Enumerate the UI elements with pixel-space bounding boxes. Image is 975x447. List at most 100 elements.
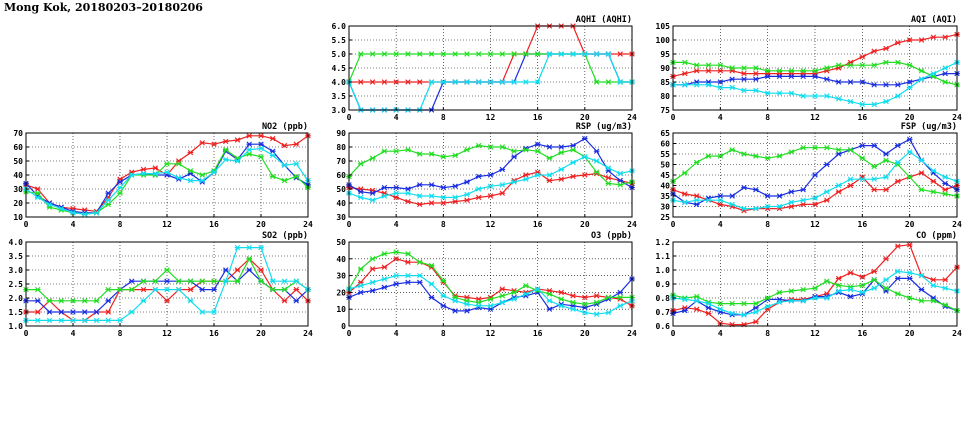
data-point-blue bbox=[546, 144, 553, 150]
data-point-red bbox=[440, 200, 447, 206]
data-point-green bbox=[741, 65, 747, 71]
data-point-cyan bbox=[741, 87, 747, 94]
data-point-green bbox=[593, 79, 600, 85]
x-tick-label: 16 bbox=[533, 220, 543, 229]
x-tick-label: 8 bbox=[441, 220, 446, 229]
data-point-blue bbox=[812, 73, 818, 80]
x-tick-label: 0 bbox=[347, 329, 352, 338]
data-point-cyan bbox=[558, 303, 565, 309]
data-point-red bbox=[895, 243, 901, 249]
data-point-blue bbox=[906, 79, 913, 85]
x-tick-label: 4 bbox=[394, 220, 399, 229]
data-point-green bbox=[428, 262, 435, 269]
data-point-cyan bbox=[93, 317, 100, 324]
data-point-green bbox=[357, 266, 364, 272]
data-point-green bbox=[405, 251, 411, 257]
x-tick-label: 4 bbox=[718, 329, 723, 338]
data-point-red bbox=[942, 34, 948, 40]
x-tick-label: 16 bbox=[858, 113, 868, 122]
data-point-blue bbox=[859, 79, 866, 85]
data-point-cyan bbox=[582, 309, 588, 316]
data-point-cyan bbox=[717, 306, 724, 312]
data-point-green bbox=[800, 286, 806, 293]
data-point-red bbox=[788, 203, 795, 210]
o3-chart: 0 4 8 12 16 20 24 0 10 20 30 40 50 O3 (ppb) bbox=[336, 231, 637, 338]
data-point-green bbox=[705, 62, 712, 68]
data-point-cyan bbox=[883, 174, 889, 180]
data-point-cyan bbox=[117, 184, 123, 191]
data-point-cyan bbox=[357, 194, 364, 201]
data-point-green bbox=[164, 161, 170, 167]
data-point-green bbox=[199, 278, 206, 284]
x-tick-label: 24 bbox=[627, 220, 637, 229]
data-point-green bbox=[58, 298, 65, 304]
data-point-blue bbox=[847, 79, 854, 85]
data-point-green bbox=[558, 296, 565, 302]
data-point-blue bbox=[800, 73, 806, 80]
data-point-green bbox=[918, 68, 925, 74]
data-point-cyan bbox=[140, 170, 147, 177]
y-tick-label: 105 bbox=[656, 22, 671, 31]
data-point-green bbox=[34, 286, 41, 293]
aqi-chart-title: AQI (AQI) bbox=[911, 15, 957, 25]
data-point-green bbox=[464, 147, 470, 153]
data-point-cyan bbox=[753, 87, 759, 94]
data-point-green bbox=[440, 51, 447, 57]
data-point-red bbox=[859, 54, 866, 60]
x-tick-label: 8 bbox=[765, 113, 770, 122]
data-point-cyan bbox=[381, 193, 388, 199]
y-tick-label: 40 bbox=[13, 171, 23, 180]
x-tick-label: 12 bbox=[486, 220, 496, 229]
data-point-green bbox=[824, 278, 830, 284]
data-point-red bbox=[582, 294, 588, 301]
x-tick-label: 20 bbox=[905, 113, 915, 122]
data-point-cyan bbox=[523, 291, 529, 297]
x-tick-label: 16 bbox=[209, 329, 219, 338]
x-tick-label: 20 bbox=[905, 220, 915, 229]
data-point-red bbox=[918, 170, 925, 176]
data-point-blue bbox=[800, 187, 806, 193]
data-point-cyan bbox=[440, 194, 447, 201]
data-point-red bbox=[593, 293, 600, 299]
data-point-red bbox=[558, 289, 565, 296]
aqi-chart: 0 4 8 12 16 20 24 75 80 85 90 95 100 105 AQI (AQI) bbox=[656, 15, 962, 122]
aqhi-chart-title: AQHI (AQHI) bbox=[576, 15, 632, 25]
rsp-chart-title: RSP (ug/m3) bbox=[576, 122, 632, 132]
y-tick-label: 10 bbox=[336, 305, 346, 314]
data-point-red bbox=[393, 194, 399, 201]
data-point-blue bbox=[617, 289, 624, 296]
y-tick-label: 85 bbox=[660, 78, 670, 87]
x-tick-label: 0 bbox=[24, 220, 29, 229]
data-point-blue bbox=[593, 148, 600, 154]
data-point-cyan bbox=[617, 170, 624, 177]
data-point-cyan bbox=[152, 286, 159, 293]
y-tick-label: 90 bbox=[660, 64, 670, 73]
data-point-green bbox=[847, 147, 854, 153]
data-point-red bbox=[570, 173, 576, 180]
data-point-red bbox=[393, 256, 399, 262]
data-point-red bbox=[883, 256, 889, 262]
data-point-blue bbox=[824, 161, 830, 168]
data-point-cyan bbox=[570, 51, 576, 57]
data-point-cyan bbox=[105, 317, 112, 324]
data-point-blue bbox=[46, 309, 53, 315]
y-tick-label: 90 bbox=[336, 129, 346, 138]
data-point-green bbox=[140, 278, 147, 284]
data-point-cyan bbox=[70, 317, 76, 324]
data-point-red bbox=[405, 79, 411, 85]
data-point-blue bbox=[859, 142, 866, 149]
data-point-blue bbox=[369, 288, 376, 294]
data-point-blue bbox=[582, 135, 588, 142]
data-point-blue bbox=[906, 275, 913, 282]
data-point-green bbox=[824, 65, 830, 71]
data-point-blue bbox=[682, 307, 688, 314]
data-point-blue bbox=[381, 284, 388, 291]
y-tick-label: 0.9 bbox=[656, 280, 671, 289]
data-point-cyan bbox=[258, 244, 264, 251]
data-point-red bbox=[293, 286, 300, 293]
data-point-green bbox=[871, 163, 877, 170]
data-point-blue bbox=[824, 76, 830, 82]
data-point-cyan bbox=[187, 177, 194, 184]
x-tick-label: 4 bbox=[718, 220, 723, 229]
